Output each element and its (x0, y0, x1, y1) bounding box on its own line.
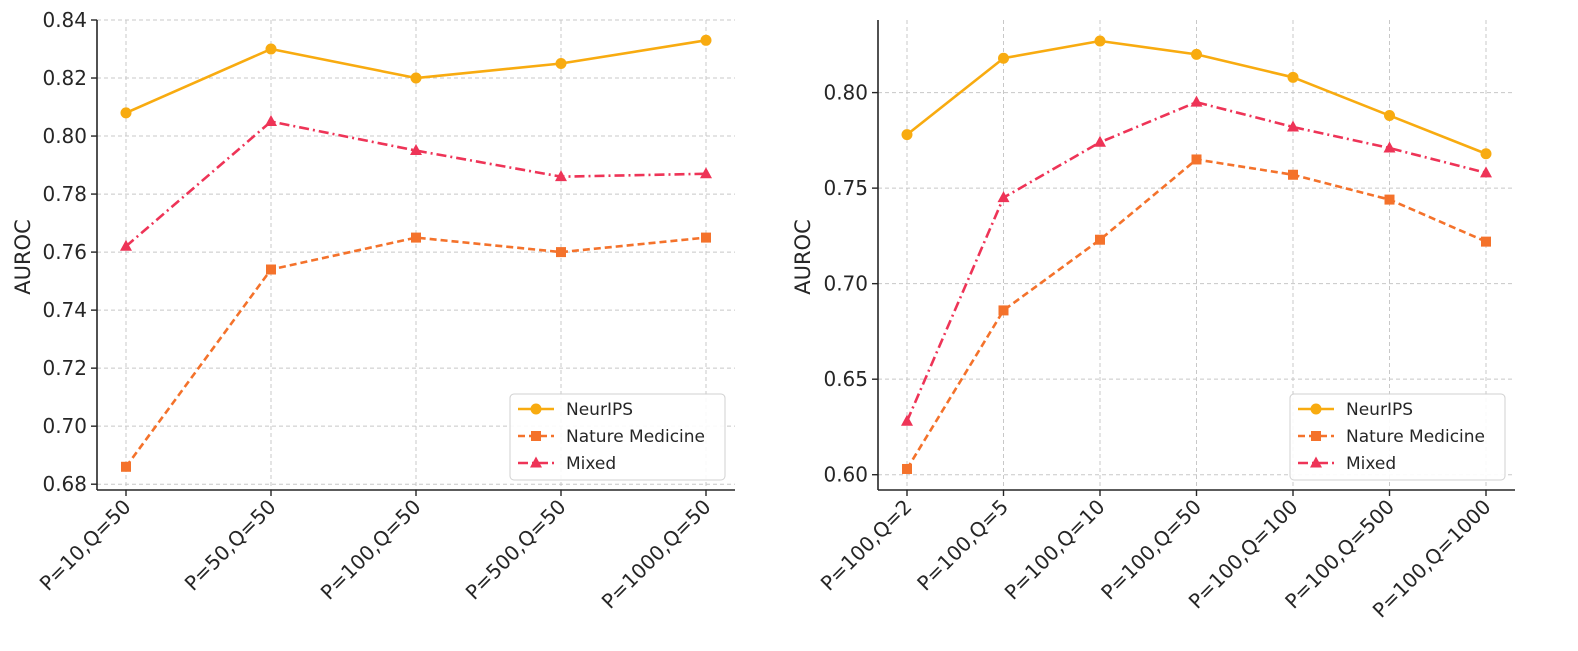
y-axis-label: AUROC (791, 219, 815, 295)
series-nature-medicine (121, 232, 711, 472)
data-point (265, 43, 277, 55)
x-tick-label: P=10,Q=50 (35, 495, 136, 596)
legend-label: NeurIPS (566, 400, 633, 420)
y-tick-label: 0.70 (42, 414, 87, 438)
data-point (997, 191, 1010, 203)
y-tick-label: 0.80 (823, 81, 868, 105)
data-point (1095, 234, 1105, 245)
y-tick-label: 0.70 (823, 272, 868, 296)
series-mixed (901, 95, 1492, 426)
data-point (1480, 148, 1492, 160)
data-point (1384, 194, 1395, 205)
data-point (1384, 110, 1395, 122)
data-point (700, 34, 712, 46)
legend-label: Mixed (1346, 454, 1396, 474)
data-point (1190, 95, 1203, 107)
series-nature-medicine (902, 154, 1491, 474)
legend-label: Nature Medicine (1346, 427, 1485, 447)
legend-marker (530, 456, 542, 468)
data-point (410, 144, 422, 156)
data-point (1481, 236, 1491, 247)
y-tick-label: 0.84 (42, 8, 87, 32)
grid (878, 20, 1515, 490)
x-tick-label: P=100,Q=50 (316, 495, 426, 605)
legend-marker (1310, 403, 1322, 415)
data-point (411, 232, 421, 243)
data-point (120, 239, 132, 251)
legend-frame (1289, 393, 1506, 481)
data-point (1288, 169, 1298, 180)
x-tick-label: P=50,Q=50 (180, 495, 281, 596)
data-point (410, 72, 422, 84)
data-point (1480, 166, 1492, 178)
series-line (125, 120, 707, 248)
data-point (265, 115, 277, 127)
data-point (1383, 141, 1396, 153)
data-point (700, 167, 712, 179)
data-point (121, 461, 131, 472)
legend-label: Nature Medicine (566, 427, 705, 447)
series-line (124, 236, 707, 468)
y-tick-label: 0.80 (42, 124, 87, 148)
y-tick-label: 0.65 (823, 367, 868, 391)
data-point (266, 264, 276, 275)
legend-marker (1310, 456, 1322, 468)
legend-label: NeurIPS (1346, 400, 1413, 420)
data-point (1094, 135, 1106, 147)
legend-frame (509, 393, 726, 481)
series-neurips (120, 34, 712, 119)
y-tick-label: 0.78 (42, 182, 87, 206)
y-tick-label: 0.72 (42, 356, 87, 380)
chart-1: 0.68 0.70 0.72 0.74 0.76 0.78 0.80 0.82 0.84 P=10… (11, 8, 735, 613)
x-tick-label: P=500,Q=50 (461, 495, 571, 605)
legend: NeurIPS Nature Medicine Mixed (509, 393, 726, 481)
y-tick-label: 0.75 (823, 176, 868, 200)
data-point (1287, 120, 1299, 132)
y-tick-label: 0.74 (42, 298, 87, 322)
data-point (901, 414, 913, 426)
series-neurips (901, 35, 1492, 160)
y-axis-label: AUROC (11, 219, 35, 295)
x-tick-label: P=1000,Q=50 (597, 495, 716, 614)
data-point (556, 247, 566, 258)
data-point (1287, 71, 1299, 83)
data-point (555, 58, 567, 70)
legend-marker (531, 431, 541, 441)
legend-marker (530, 403, 542, 415)
legend-marker (1311, 431, 1321, 441)
legend: NeurIPS Nature Medicine Mixed (1289, 393, 1506, 481)
legend-label: Mixed (566, 454, 616, 474)
x-tick-label: P=100,Q=2 (816, 495, 917, 596)
data-point (998, 305, 1009, 316)
y-tick-label: 0.68 (42, 472, 87, 496)
y-tick-label: 0.82 (42, 66, 87, 90)
data-point (120, 107, 132, 119)
data-point (902, 463, 912, 474)
data-point (901, 129, 913, 141)
chart-2: 0.600.650.700.750.80P=100,Q=2P=100,Q=5P=… (791, 20, 1515, 622)
x-tick-label: P=100,Q=10 (1000, 495, 1110, 605)
data-point (1191, 48, 1202, 60)
data-point (555, 170, 567, 182)
data-point (1191, 154, 1202, 165)
data-point (1094, 35, 1106, 47)
series-mixed (120, 115, 712, 251)
y-tick-label: 0.60 (823, 463, 868, 487)
x-tick-label: P=100,Q=50 (1096, 495, 1206, 605)
data-point (701, 232, 711, 243)
y-tick-label: 0.76 (42, 240, 87, 264)
x-tick-label: P=100,Q=5 (912, 495, 1013, 596)
data-point (998, 52, 1009, 64)
